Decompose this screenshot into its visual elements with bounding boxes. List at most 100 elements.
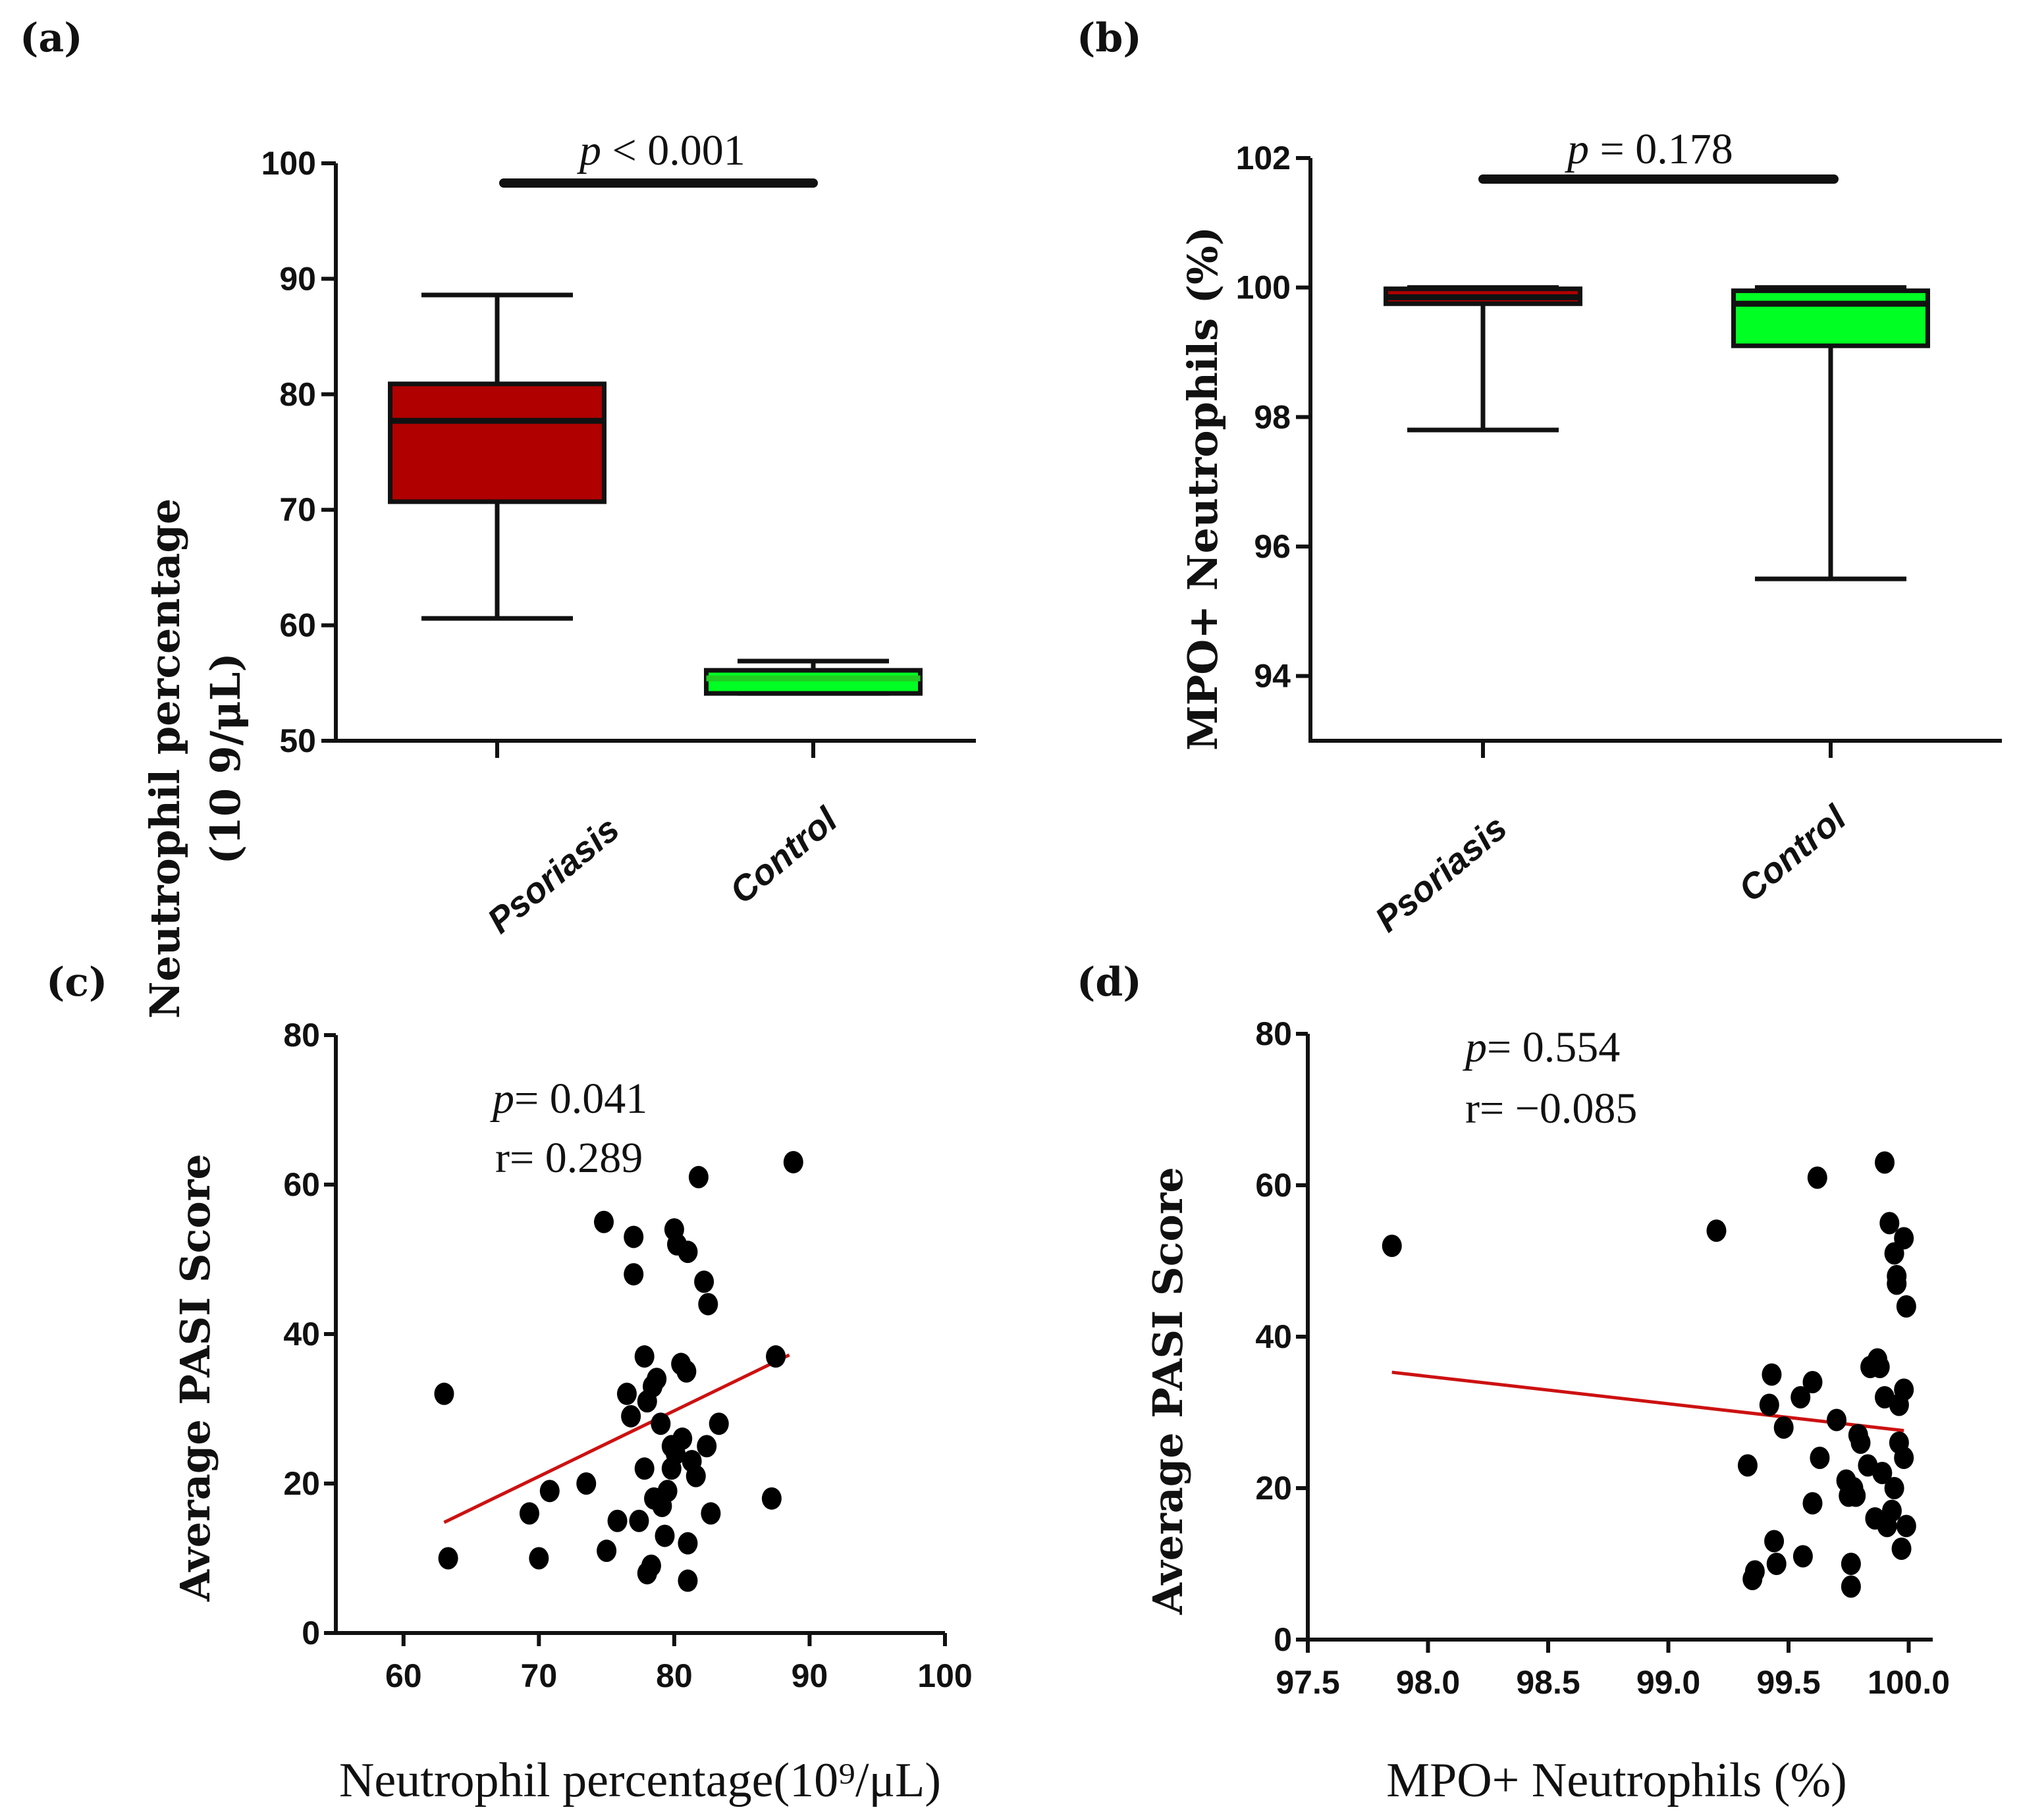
scatter-point — [641, 1554, 661, 1577]
y-tick-label: 80 — [1255, 1015, 1292, 1052]
box-control — [1731, 285, 1930, 581]
scatter-point — [1807, 1166, 1827, 1189]
x-tick-label: 90 — [792, 1657, 828, 1694]
scatter-point — [1790, 1386, 1811, 1408]
scatter-point — [634, 1345, 655, 1368]
category-psoriasis-b: Psoriasis — [1368, 808, 1515, 940]
p-text-b: = 0.178 — [1589, 125, 1733, 173]
scatter-point — [1850, 1432, 1871, 1454]
y-tick-label: 40 — [283, 1316, 320, 1352]
scatter-point — [701, 1502, 721, 1525]
box-iqr — [1731, 288, 1930, 348]
panel-a: (a) Neutrophil percentage (10 9/μL) 50 60… — [20, 15, 976, 1019]
p-text-d: = 0.554 — [1487, 1023, 1620, 1071]
y-tick-label: 70 — [279, 491, 316, 528]
scatter-point — [1870, 1356, 1890, 1378]
box-psoriasis — [388, 292, 606, 621]
box-iqr — [388, 381, 606, 504]
scatter-point — [1846, 1484, 1866, 1507]
scatter-point — [434, 1382, 454, 1405]
y-tick-label: 90 — [279, 260, 316, 297]
x-tick-label: 70 — [521, 1657, 558, 1694]
y-tick-label: 94 — [1254, 658, 1291, 695]
scatter-point — [672, 1427, 693, 1450]
scatter-point — [1881, 1499, 1902, 1522]
y-tick-label: 20 — [1255, 1470, 1292, 1507]
scatter-point — [634, 1457, 655, 1480]
scatter-point — [1737, 1454, 1758, 1477]
scatter-point — [1810, 1447, 1830, 1469]
category-control-b: Control — [1731, 797, 1854, 909]
panel-label-d: (d) — [1077, 959, 1142, 1005]
scatter-point — [616, 1382, 637, 1405]
r-value-d: r= −0.085 — [1465, 1084, 1637, 1133]
scatter-point — [1744, 1560, 1765, 1583]
y-tick-label: 100 — [261, 145, 316, 182]
regression-d — [1391, 1370, 1904, 1433]
p-symbol-c: p — [490, 1075, 514, 1123]
scatter-point — [621, 1405, 641, 1428]
y-ticks-b: 94 96 98 100 102 — [1236, 140, 1833, 758]
regression-line — [443, 1353, 790, 1524]
scatter-point — [1896, 1514, 1916, 1538]
box-iqr — [704, 668, 923, 696]
x-tick-label: 100 — [917, 1657, 972, 1694]
scatter-point — [686, 1464, 706, 1487]
scatter-point — [1896, 1295, 1916, 1318]
x-tick-label: 97.5 — [1276, 1664, 1339, 1701]
scatter-point — [1872, 1462, 1893, 1484]
regression-line — [1391, 1370, 1904, 1433]
ylabel-c: Average PASI Score — [171, 1154, 219, 1602]
scatter-point — [1841, 1553, 1861, 1575]
x-tick-label: 60 — [385, 1657, 422, 1694]
p-value-b: p = 0.178 — [1565, 125, 1733, 173]
scatter-point — [688, 1165, 709, 1189]
scatter-point — [1894, 1227, 1914, 1250]
scatter-point — [1792, 1545, 1813, 1568]
ylabel-a-line1: Neutrophil percentage — [141, 498, 189, 1019]
y-tick-label: 100 — [1236, 269, 1291, 306]
y-tick-label: 50 — [279, 722, 316, 759]
points-c — [434, 1150, 803, 1592]
boxes-b — [1384, 285, 1930, 581]
ylabel-b: MPO+ Neutrophils (%) — [1179, 227, 1227, 751]
y-tick-label: 102 — [1236, 140, 1291, 176]
p-value-d: p= 0.554 — [1463, 1023, 1620, 1071]
scatter-point — [694, 1270, 714, 1293]
panel-label-c: (c) — [46, 959, 107, 1005]
ticks-d: 0 20 40 60 80 97.5 98.0 98.5 99.0 99.5 100.0 — [1255, 1015, 1950, 1701]
p-symbol-b: p — [1565, 125, 1589, 173]
p-value-a: p < 0.001 — [577, 126, 745, 174]
y-tick-label: 0 — [1274, 1621, 1292, 1658]
boxes-a — [388, 292, 923, 696]
scatter-point — [1894, 1447, 1914, 1469]
panel-label-a: (a) — [20, 15, 83, 61]
y-tick-label: 40 — [1255, 1318, 1292, 1355]
y-tick-label: 0 — [302, 1615, 320, 1651]
regression-c — [443, 1353, 790, 1524]
category-psoriasis-a: Psoriasis — [480, 809, 627, 941]
box-control — [704, 658, 923, 696]
y-ticks-a: 50 60 70 80 90 100 — [261, 145, 815, 759]
scatter-point — [1766, 1553, 1787, 1575]
scatter-point — [1884, 1477, 1904, 1499]
scatter-point — [1894, 1378, 1914, 1401]
ylabel-d: Average PASI Score — [1144, 1167, 1192, 1615]
scatter-point — [1891, 1538, 1912, 1560]
scatter-point — [1879, 1212, 1900, 1235]
scatter-point — [539, 1480, 560, 1503]
x-tick-label: 80 — [656, 1657, 693, 1694]
panel-d: (d) Average PASI Score 0 20 40 60 80 97.5 98.0… — [1077, 959, 1950, 1807]
y-tick-label: 60 — [283, 1166, 320, 1203]
scatter-point — [624, 1225, 644, 1248]
points-d — [1382, 1151, 1916, 1598]
scatter-point — [1841, 1575, 1861, 1598]
box-psoriasis — [1384, 285, 1582, 433]
scatter-point — [1773, 1416, 1794, 1439]
p-symbol-d: p — [1463, 1023, 1487, 1071]
panel-c: (c) Average PASI Score 0 20 40 60 80 60 70 80 90… — [46, 959, 973, 1807]
y-tick-label: 60 — [1255, 1167, 1292, 1204]
scatter-point — [597, 1539, 617, 1563]
scatter-point — [766, 1345, 786, 1368]
scatter-point — [629, 1509, 649, 1532]
